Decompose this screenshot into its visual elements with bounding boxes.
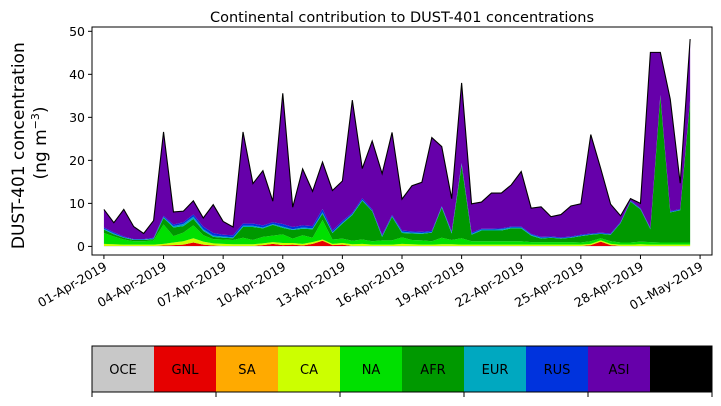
chart-title: Continental contribution to DUST-401 con… <box>210 10 594 26</box>
area-asi <box>104 39 690 239</box>
y-axis-unit-prefix: (ng m <box>31 129 51 179</box>
legend-label-afr: AFR <box>420 363 445 378</box>
y-tick-label-10: 10 <box>69 196 85 211</box>
legend-label-rus: RUS <box>544 363 571 378</box>
y-axis-label: DUST-401 concentration (ng m−3) <box>9 37 51 249</box>
legend-label-aus: AUS <box>668 363 695 378</box>
legend-label-sa: SA <box>238 363 255 378</box>
y-tick-label-50: 50 <box>69 24 85 39</box>
legend-label-na: NA <box>362 363 381 378</box>
y-axis-unit-suffix: ) <box>31 106 51 113</box>
colorbar-legend: OCE GNL SA CA NA AFR EUR RUS ASI AUS <box>92 346 713 397</box>
legend-label-asi: ASI <box>609 363 630 378</box>
y-axis-unit-exponent: −3 <box>29 113 42 129</box>
y-tick-label-40: 40 <box>69 67 85 82</box>
stacked-areas <box>104 39 690 246</box>
legend-label-ca: CA <box>300 363 318 378</box>
y-axis-label-line2: (ng m−3) <box>29 106 51 179</box>
legend-label-eur: EUR <box>482 363 509 378</box>
legend-label-oce: OCE <box>109 363 137 378</box>
y-tick-label-0: 0 <box>77 239 85 254</box>
y-tick-label-20: 20 <box>69 153 85 168</box>
legend-label-gnl: GNL <box>171 363 199 378</box>
y-tick-label-30: 30 <box>69 110 85 125</box>
y-axis-label-line1: DUST-401 concentration <box>9 42 29 249</box>
